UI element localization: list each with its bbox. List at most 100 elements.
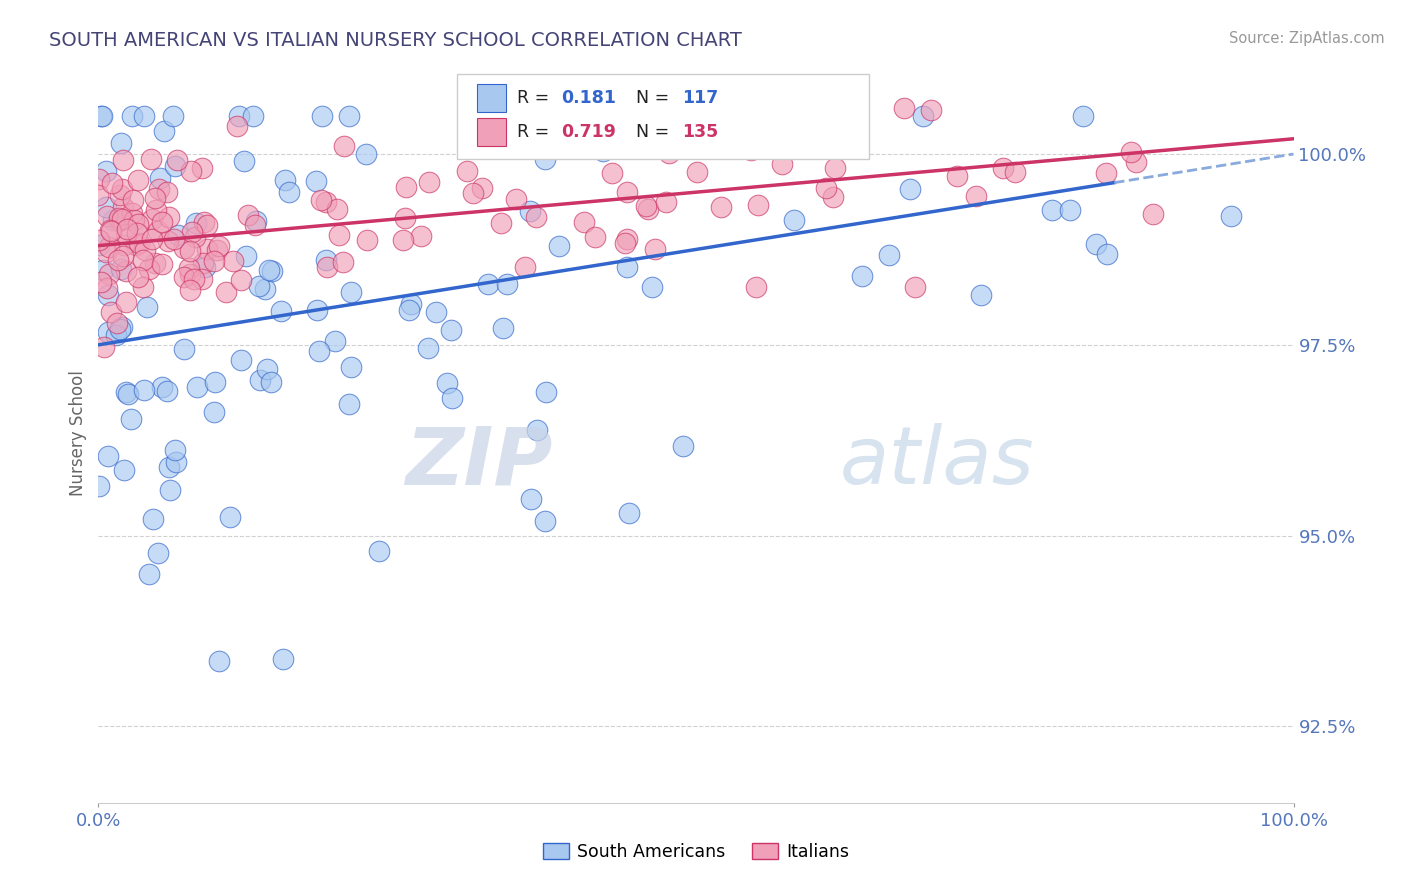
Point	[108, 187, 131, 202]
Point	[191, 271, 214, 285]
Point	[1094, 166, 1116, 180]
Point	[179, 267, 201, 281]
Point	[418, 175, 440, 189]
Point	[326, 202, 349, 217]
Point	[127, 270, 149, 285]
Point	[583, 230, 606, 244]
Point	[616, 186, 638, 200]
Point	[259, 375, 281, 389]
Point	[115, 384, 138, 399]
Text: R =: R =	[517, 123, 554, 141]
Point	[254, 282, 277, 296]
Point	[87, 479, 110, 493]
Point	[911, 109, 934, 123]
Point	[1125, 155, 1147, 169]
Point	[249, 373, 271, 387]
Point	[641, 280, 664, 294]
Point	[666, 109, 689, 123]
Point	[534, 384, 557, 399]
Point	[592, 144, 614, 158]
FancyBboxPatch shape	[477, 84, 506, 112]
Point	[226, 120, 249, 134]
Point	[173, 241, 195, 255]
Point	[173, 270, 195, 285]
Point	[131, 280, 153, 294]
Point	[534, 152, 557, 166]
Point	[307, 302, 329, 317]
Point	[662, 109, 685, 123]
Text: R =: R =	[517, 89, 554, 107]
Point	[204, 375, 226, 389]
Point	[202, 405, 225, 419]
Point	[110, 261, 132, 276]
Point	[229, 353, 252, 368]
Point	[89, 171, 111, 186]
Point	[138, 566, 160, 581]
Point	[143, 256, 166, 270]
Point	[90, 109, 112, 123]
Point	[747, 197, 769, 211]
Point	[141, 232, 163, 246]
Point	[156, 186, 179, 200]
Point	[111, 249, 134, 263]
Point	[228, 109, 250, 123]
Point	[96, 281, 118, 295]
Point	[195, 219, 218, 233]
Point	[315, 194, 337, 209]
FancyBboxPatch shape	[457, 73, 869, 159]
Point	[461, 186, 484, 200]
Point	[395, 179, 418, 194]
Point	[157, 210, 180, 224]
Point	[186, 380, 208, 394]
Point	[340, 359, 363, 374]
Point	[134, 244, 156, 258]
Point	[278, 186, 301, 200]
Point	[1219, 209, 1241, 223]
Point	[208, 654, 231, 668]
Point	[179, 244, 201, 259]
Point	[149, 171, 172, 186]
Point	[572, 215, 595, 229]
Point	[108, 322, 131, 336]
Point	[173, 342, 195, 356]
Point	[489, 109, 512, 123]
Point	[315, 253, 337, 268]
Point	[127, 217, 149, 231]
Text: SOUTH AMERICAN VS ITALIAN NURSERY SCHOOL CORRELATION CHART: SOUTH AMERICAN VS ITALIAN NURSERY SCHOOL…	[49, 31, 742, 50]
Point	[179, 283, 201, 297]
Point	[533, 514, 555, 528]
Point	[257, 262, 280, 277]
Point	[107, 252, 129, 267]
Legend: South Americans, Italians: South Americans, Italians	[536, 837, 856, 868]
Point	[145, 203, 167, 218]
Point	[491, 216, 513, 230]
Point	[218, 509, 240, 524]
Point	[636, 120, 658, 135]
Point	[323, 334, 346, 349]
FancyBboxPatch shape	[477, 118, 506, 146]
Point	[177, 261, 200, 276]
Text: atlas: atlas	[839, 423, 1035, 501]
Point	[492, 321, 515, 335]
Point	[132, 109, 155, 123]
Point	[242, 109, 264, 123]
Point	[87, 233, 110, 247]
Point	[245, 219, 267, 233]
Point	[616, 260, 638, 274]
Point	[122, 193, 145, 207]
Point	[90, 275, 112, 289]
Point	[672, 439, 695, 453]
Text: N =: N =	[636, 89, 675, 107]
Point	[236, 208, 259, 222]
Point	[526, 423, 548, 437]
Point	[117, 386, 139, 401]
Point	[1059, 202, 1081, 217]
Point	[165, 442, 187, 457]
Point	[477, 277, 499, 291]
Point	[138, 261, 160, 276]
Point	[332, 255, 354, 269]
Point	[208, 239, 231, 253]
Point	[181, 225, 204, 239]
Point	[231, 272, 253, 286]
Point	[112, 237, 135, 252]
